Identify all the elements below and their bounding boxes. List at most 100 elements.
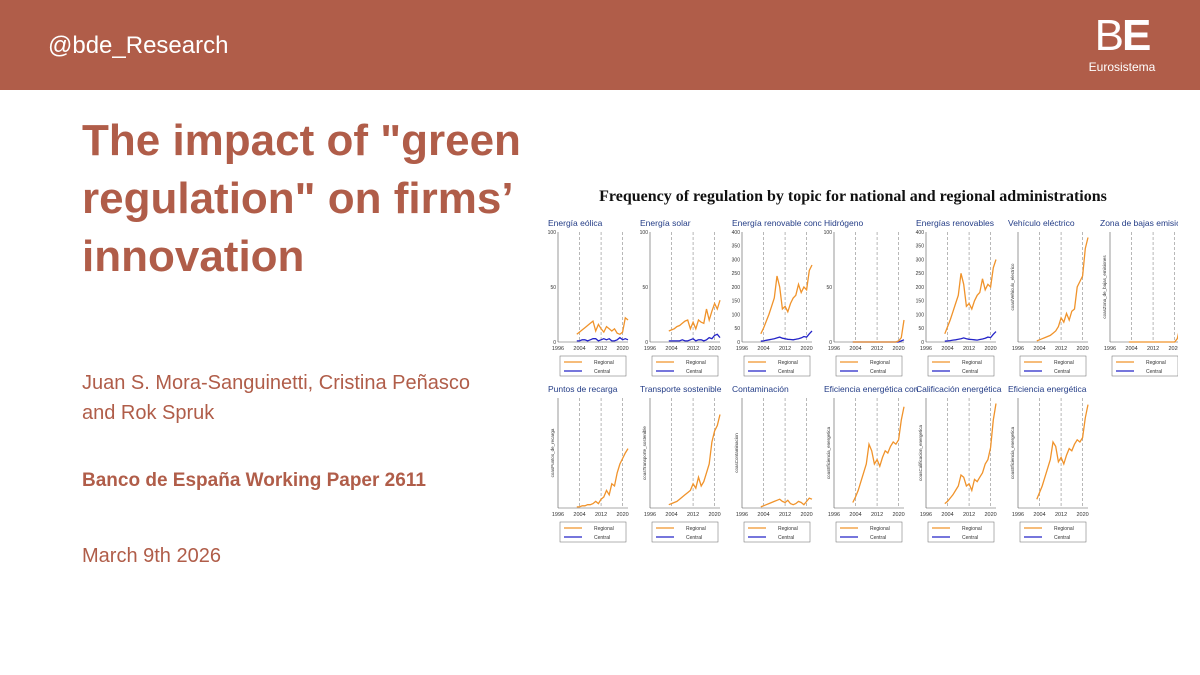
legend-central-label: Central	[686, 535, 702, 541]
legend-regional-label: Regional	[962, 360, 982, 366]
y-tick-label: 400	[916, 230, 925, 236]
panel-title-3: Energía renovable conc	[732, 218, 823, 228]
y-tick-label: 100	[732, 312, 741, 318]
x-tick-label: 2020	[1168, 346, 1178, 352]
y-tick-label: 50	[734, 326, 740, 332]
legend-central-label: Central	[962, 535, 978, 541]
x-tick-label: 2012	[687, 512, 699, 518]
panel-legend	[1111, 355, 1179, 377]
paper-reference: Banco de España Working Paper 2611	[82, 470, 426, 491]
regional-series-line	[852, 319, 905, 343]
x-tick-label: 1996	[644, 512, 656, 518]
bde-logo: BE Eurosistema	[1082, 14, 1162, 80]
y-axis-label: coasEficiencia_energetica	[1010, 426, 1015, 479]
x-tick-label: 1996	[552, 346, 564, 352]
publication-date: March 9th 2026	[82, 545, 221, 567]
x-tick-label: 2020	[616, 512, 628, 518]
y-axis-label: coasContaminacion	[734, 433, 739, 473]
panel-legend	[835, 355, 903, 377]
x-tick-label: 2004	[849, 346, 861, 352]
chart-panel-13: Eficiencia energética 1996 2004 2012 2020 coa…	[1008, 384, 1089, 543]
y-tick-label: 100	[548, 230, 557, 236]
y-tick-label: 0	[921, 340, 924, 346]
chart-svg: Energía eólica 1996 2004 2012 2020 0 50 100 Regi…	[548, 218, 1195, 543]
regional-series-line	[852, 406, 905, 503]
panel-title-7: Zona de bajas emisiones	[1100, 218, 1178, 228]
logo-letter-e: E	[1122, 11, 1151, 60]
y-tick-label: 250	[732, 271, 741, 277]
regional-series-line	[1036, 404, 1089, 500]
legend-central-label: Central	[1146, 369, 1162, 375]
legend-central-label: Central	[870, 369, 886, 375]
x-tick-label: 2020	[708, 512, 720, 518]
x-tick-label: 2020	[1076, 346, 1088, 352]
x-tick-label: 2004	[757, 346, 769, 352]
legend-regional-label: Regional	[686, 360, 706, 366]
x-tick-label: 2004	[849, 512, 861, 518]
y-tick-label: 50	[642, 285, 648, 291]
x-tick-label: 2012	[963, 346, 975, 352]
slide-title: The impact of "green regulation" on firm…	[82, 116, 521, 281]
x-tick-label: 2012	[595, 512, 607, 518]
legend-regional-label: Regional	[1054, 360, 1074, 366]
panel-title-2: Energía solar	[640, 218, 691, 228]
y-tick-label: 100	[916, 312, 925, 318]
y-tick-label: 400	[732, 230, 741, 236]
legend-central-label: Central	[870, 535, 886, 541]
x-tick-label: 1996	[736, 512, 748, 518]
y-tick-label: 50	[550, 285, 556, 291]
panel-title-1: Energía eólica	[548, 218, 603, 228]
legend-regional-label: Regional	[870, 360, 890, 366]
legend-regional-label: Regional	[1146, 360, 1166, 366]
legend-central-label: Central	[1054, 369, 1070, 375]
x-tick-label: 2020	[1076, 512, 1088, 518]
y-tick-label: 300	[916, 257, 925, 263]
y-tick-label: 100	[824, 230, 833, 236]
regulation-frequency-figure: Energía eólica 1996 2004 2012 2020 0 50 100 Regi…	[528, 180, 1195, 565]
y-tick-label: 300	[732, 257, 741, 263]
y-axis-label: coasTransporte_sostenible	[642, 426, 647, 480]
legend-regional-label: Regional	[962, 526, 982, 532]
chart-title: Frequency of regulation by topic for nat…	[599, 188, 1107, 205]
panel-legend	[743, 521, 811, 543]
x-tick-label: 1996	[920, 346, 932, 352]
x-tick-label: 2012	[963, 512, 975, 518]
panel-title-13: Eficiencia energética	[1008, 384, 1087, 394]
panel-legend	[1019, 355, 1087, 377]
x-tick-label: 2004	[1033, 512, 1045, 518]
chart-panel-8: Puntos de recarga 1996 2004 2012 2020 coasPun…	[548, 384, 629, 543]
regional-series-line	[668, 414, 721, 506]
legend-central-label: Central	[1054, 535, 1070, 541]
y-tick-label: 50	[826, 285, 832, 291]
x-tick-label: 2012	[1055, 346, 1067, 352]
central-series-line	[760, 330, 813, 342]
x-tick-label: 1996	[736, 346, 748, 352]
panel-title-8: Puntos de recarga	[548, 384, 618, 394]
chart-panel-12: Calificación energética 1996 2004 2012 2020 c…	[916, 384, 1002, 543]
y-tick-label: 0	[553, 340, 556, 346]
x-tick-label: 2004	[665, 346, 677, 352]
logo-letter-b: B	[1094, 11, 1124, 60]
regional-series-line	[1036, 237, 1089, 342]
x-tick-label: 1996	[1104, 346, 1116, 352]
chart-panel-3: Energía renovable conc 1996 2004 2012 2020 0 5…	[732, 218, 823, 377]
y-tick-label: 350	[916, 244, 925, 250]
x-tick-label: 2020	[800, 512, 812, 518]
legend-central-label: Central	[778, 535, 794, 541]
x-tick-label: 2004	[757, 512, 769, 518]
y-tick-label: 200	[732, 285, 741, 291]
x-tick-label: 2020	[984, 346, 996, 352]
x-tick-label: 2020	[892, 512, 904, 518]
panel-legend	[651, 521, 719, 543]
panel-title-12: Calificación energética	[916, 384, 1002, 394]
y-tick-label: 100	[640, 230, 649, 236]
y-axis-label: coasPuntos_de_recarga	[550, 428, 555, 477]
panel-legend	[927, 355, 995, 377]
legend-central-label: Central	[962, 369, 978, 375]
legend-central-label: Central	[778, 369, 794, 375]
chart-panel-11: Eficiencia energética con 1996 2004 2012 202…	[824, 384, 919, 543]
y-tick-label: 0	[737, 340, 740, 346]
panel-title-9: Transporte sostenible	[640, 384, 722, 394]
regional-series-line	[576, 448, 629, 508]
x-tick-label: 2020	[800, 346, 812, 352]
